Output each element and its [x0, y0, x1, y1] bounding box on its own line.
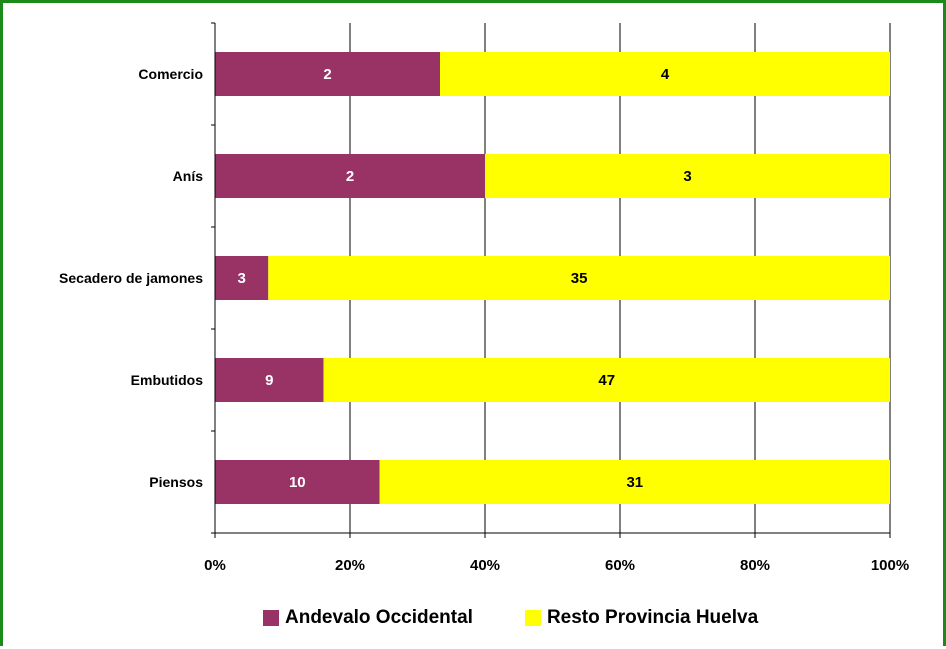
x-tick-label: 0%	[204, 557, 226, 574]
legend-label-andevalo: Andevalo Occidental	[285, 607, 473, 628]
bar-segment	[485, 154, 890, 198]
bar-segment	[215, 460, 380, 504]
data-label: 2	[323, 66, 331, 83]
data-label: 2	[346, 168, 354, 185]
data-label: 47	[598, 372, 615, 389]
category-label: Secadero de jamones	[59, 270, 203, 286]
x-tick-label: 40%	[470, 557, 500, 574]
x-tick-label: 60%	[605, 557, 635, 574]
x-tick-label: 100%	[871, 557, 909, 574]
bar-segment	[215, 256, 269, 300]
bar-segment	[215, 52, 440, 96]
category-label: Comercio	[138, 66, 203, 82]
legend-item-andevalo: Andevalo Occidental	[263, 607, 473, 629]
bar-segment	[440, 52, 890, 96]
category-label: Piensos	[149, 474, 203, 490]
data-label: 3	[237, 270, 245, 287]
x-tick-label: 80%	[740, 557, 770, 574]
bar-segment	[215, 154, 485, 198]
bar-segment	[215, 358, 324, 402]
legend-swatch-andevalo	[263, 610, 279, 626]
legend-label-resto: Resto Provincia Huelva	[546, 607, 759, 628]
chart-plot: 2 4 Comercio 2 3 Anís 3 35 Secadero de jamones 9 4…	[59, 22, 909, 574]
category-label: Embutidos	[131, 372, 204, 388]
legend-item-resto: Resto Provincia Huelva	[524, 607, 759, 629]
data-label: 35	[571, 270, 588, 287]
bar-segment	[379, 460, 890, 504]
legend-swatch-resto	[524, 610, 541, 626]
data-label: 3	[683, 168, 691, 185]
bar-segment	[323, 358, 890, 402]
x-tick-label: 20%	[335, 557, 365, 574]
category-label: Anís	[173, 168, 204, 184]
bar-segment	[268, 256, 891, 300]
data-label: 4	[661, 66, 670, 83]
data-label: 10	[289, 474, 306, 491]
data-label: 9	[265, 372, 273, 389]
chart-legend: Andevalo Occidental Resto Provincia Huel…	[263, 605, 758, 631]
data-label: 31	[626, 474, 643, 491]
